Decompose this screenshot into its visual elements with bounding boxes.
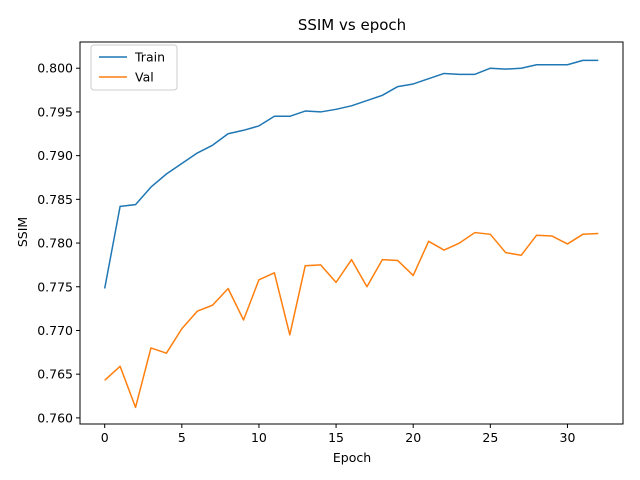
plot-area	[79, 41, 624, 425]
x-tick-label: 30	[560, 430, 576, 445]
series-line-train	[103, 59, 599, 289]
y-tick-label: 0.785	[37, 192, 73, 207]
y-tick-label: 0.760	[37, 410, 73, 425]
y-tick-label: 0.795	[37, 104, 73, 119]
series-lines	[103, 59, 599, 409]
legend-label-val: Val	[135, 70, 154, 85]
y-tick-label: 0.800	[37, 61, 73, 76]
x-tick-label: 10	[251, 430, 267, 445]
x-axis-ticks: 0 5 10 15 20 25 30	[101, 424, 576, 445]
y-axis-label: SSIM	[15, 217, 30, 247]
y-tick-label: 0.790	[37, 148, 73, 163]
chart-title: SSIM vs epoch	[298, 16, 406, 34]
x-tick-label: 15	[328, 430, 344, 445]
x-tick-label: 5	[178, 430, 186, 445]
y-tick-label: 0.775	[37, 279, 73, 294]
x-axis-label: Epoch	[333, 450, 371, 465]
plot-frame	[79, 41, 624, 425]
legend: Train Val	[90, 44, 178, 91]
x-tick-label: 20	[405, 430, 421, 445]
y-tick-label: 0.780	[37, 236, 73, 251]
y-tick-label: 0.765	[37, 367, 73, 382]
y-axis-ticks: 0.760 0.765 0.770 0.775 0.780 0.785 0.790 0.795…	[37, 61, 80, 425]
y-tick-label: 0.770	[37, 323, 73, 338]
x-tick-label: 25	[482, 430, 498, 445]
x-tick-label: 0	[101, 430, 109, 445]
legend-label-train: Train	[134, 50, 165, 65]
series-line-val	[104, 231, 599, 409]
